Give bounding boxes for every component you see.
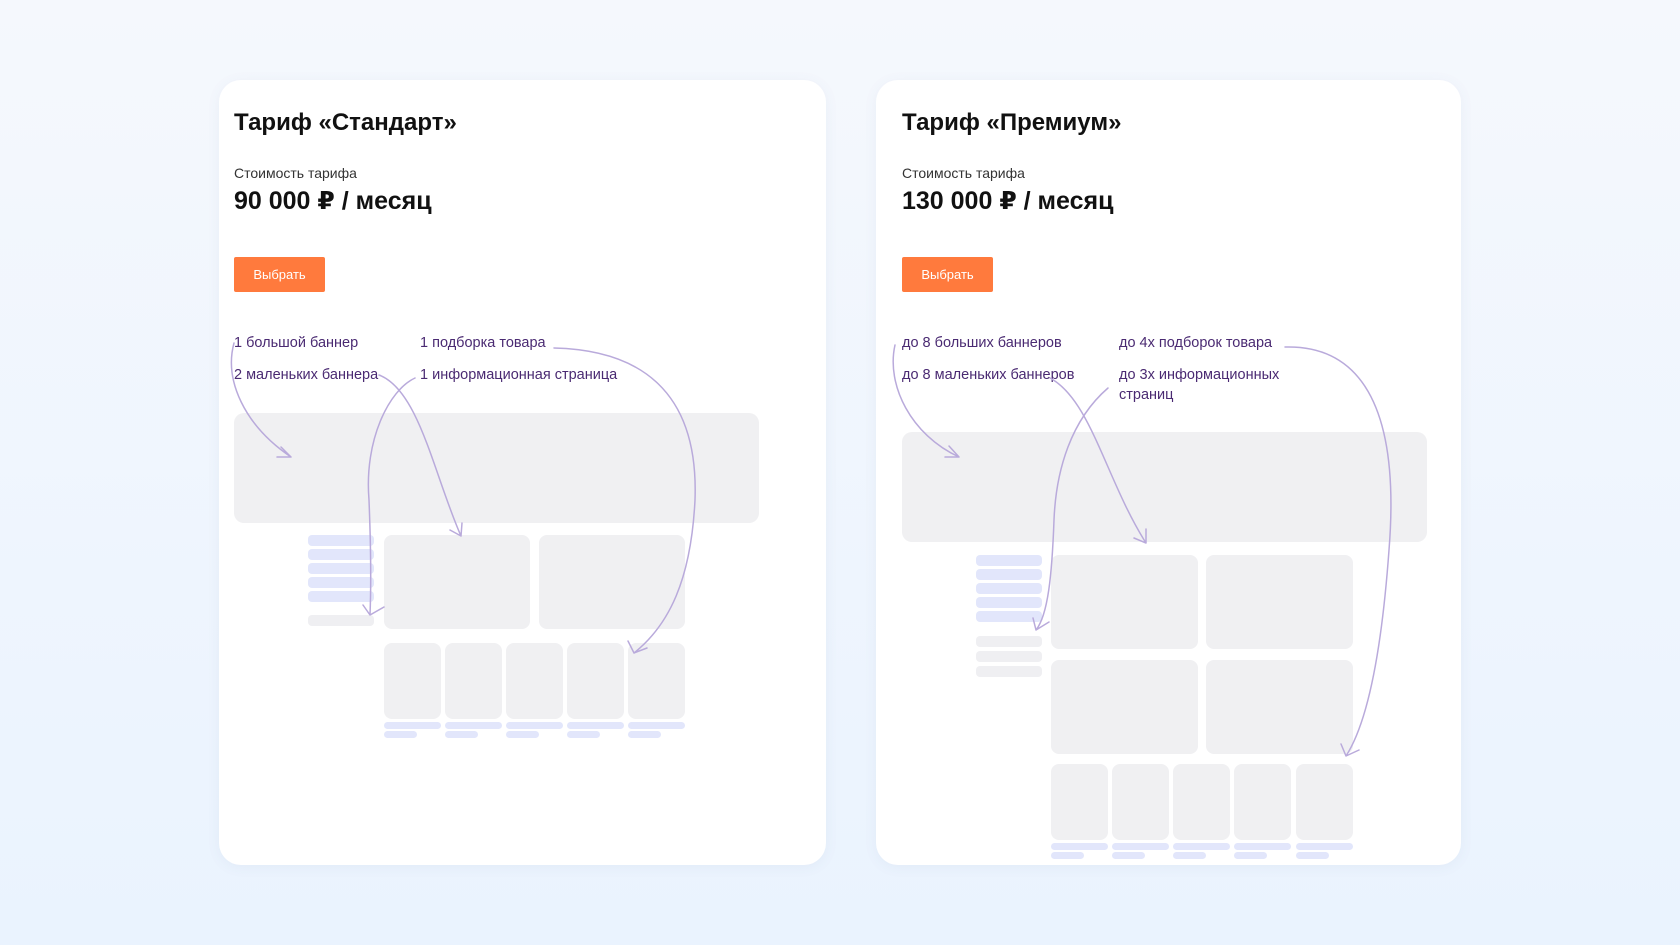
mockup-product-caption — [384, 731, 417, 738]
mockup-product-caption — [567, 731, 600, 738]
mockup-small-banner — [1051, 660, 1198, 754]
mockup-product-card — [567, 643, 624, 719]
mockup-product-caption — [506, 731, 539, 738]
feature-small-banners: до 8 маленьких баннеров — [902, 367, 1075, 383]
mockup-product-card — [1296, 764, 1353, 840]
mockup-info-page-bar — [976, 666, 1042, 677]
mockup-small-banner — [1051, 555, 1198, 649]
mockup-product-card — [506, 643, 563, 719]
select-plan-button[interactable]: Выбрать — [902, 257, 993, 292]
plan-card-standard: Тариф «Стандарт» Стоимость тарифа 90 000… — [219, 80, 826, 865]
feature-info-page: 1 информационная страница — [420, 367, 618, 383]
mockup-product-caption — [1051, 852, 1084, 859]
mockup-menu-bar — [976, 583, 1042, 594]
mockup-product-caption — [1173, 843, 1230, 850]
mockup-product-card — [1173, 764, 1230, 840]
mockup-product-caption — [1112, 852, 1145, 859]
mockup-product-card — [628, 643, 685, 719]
mockup-product-card — [1234, 764, 1291, 840]
mockup-product-caption — [628, 722, 685, 729]
mockup-menu-bar — [308, 563, 374, 574]
feature-product-collections: до 4х подборок товара — [1119, 335, 1273, 351]
mockup-product-caption — [1296, 843, 1353, 850]
plan-price: 130 000 ₽ / месяц — [902, 187, 1114, 215]
mockup-small-banner — [384, 535, 530, 629]
mockup-menu-bar — [976, 569, 1042, 580]
feature-small-banners: 2 маленьких баннера — [234, 367, 379, 383]
mockup-small-banner — [1206, 660, 1353, 754]
feature-product-collection: 1 подборка товара — [420, 335, 546, 351]
mockup-menu-bar — [308, 549, 374, 560]
price-label: Стоимость тарифа — [234, 165, 357, 181]
mockup-product-caption — [1112, 843, 1169, 850]
mockup-info-page-bar — [308, 615, 374, 626]
mockup-small-banner — [1206, 555, 1353, 649]
mockup-large-banner — [902, 432, 1427, 542]
mockup-product-card — [445, 643, 502, 719]
mockup-product-caption — [506, 722, 563, 729]
mockup-menu-bar — [976, 611, 1042, 622]
mockup-menu-bar — [976, 597, 1042, 608]
plan-card-premium: Тариф «Премиум» Стоимость тарифа 130 000… — [876, 80, 1461, 865]
mockup-info-page-bar — [976, 651, 1042, 662]
mockup-menu-bar — [308, 577, 374, 588]
plan-title: Тариф «Премиум» — [902, 109, 1122, 136]
feature-large-banner: 1 большой баннер — [234, 335, 359, 351]
mockup-menu-bar — [308, 591, 374, 602]
plan-price: 90 000 ₽ / месяц — [234, 187, 432, 215]
mockup-product-caption — [1051, 843, 1108, 850]
mockup-large-banner — [234, 413, 759, 523]
select-plan-button[interactable]: Выбрать — [234, 257, 325, 292]
price-label: Стоимость тарифа — [902, 165, 1025, 181]
mockup-product-caption — [384, 722, 441, 729]
mockup-info-page-bar — [976, 636, 1042, 647]
mockup-product-caption — [567, 722, 624, 729]
mockup-menu-bar — [308, 535, 374, 546]
feature-info-pages: до 3х информационных страниц — [1119, 367, 1280, 403]
mockup-product-caption — [1234, 852, 1267, 859]
mockup-menu-bar — [976, 555, 1042, 566]
mockup-product-caption — [1173, 852, 1206, 859]
mockup-product-caption — [445, 731, 478, 738]
mockup-small-banner — [539, 535, 685, 629]
mockup-product-card — [384, 643, 441, 719]
feature-large-banners: до 8 больших баннеров — [902, 335, 1062, 351]
mockup-product-caption — [1234, 843, 1291, 850]
mockup-product-caption — [1296, 852, 1329, 859]
mockup-product-caption — [628, 731, 661, 738]
mockup-product-card — [1051, 764, 1108, 840]
mockup-product-caption — [445, 722, 502, 729]
plan-title: Тариф «Стандарт» — [234, 109, 457, 136]
mockup-product-card — [1112, 764, 1169, 840]
